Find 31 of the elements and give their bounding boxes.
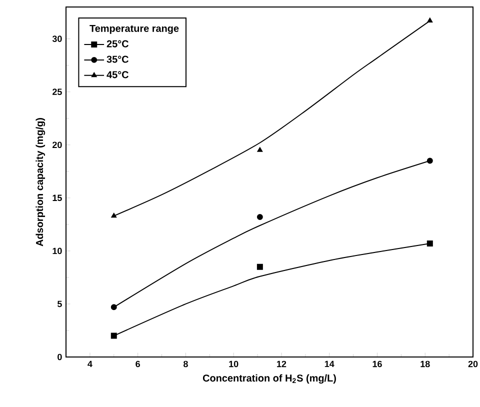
x-tick-label: 16	[372, 360, 382, 368]
y-tick-label: 10	[52, 248, 62, 254]
y-axis-title: Adsorption capacity (mg/g)	[36, 118, 46, 246]
y-tick-label: 25	[52, 88, 62, 96]
x-tick-label: 14	[324, 360, 334, 367]
x-tick-label: 8	[184, 360, 188, 368]
point	[426, 240, 433, 247]
point	[110, 332, 117, 339]
legend-label: 45°C	[106, 71, 129, 78]
point	[257, 147, 263, 152]
legend-title: Temperature range	[90, 24, 179, 34]
point	[110, 304, 117, 310]
x-axis-title: Concentration of H$_{2}$S (mg/L)	[202, 374, 336, 384]
x-tick-label: 20	[468, 360, 478, 368]
x-tick-label: 18	[420, 360, 430, 368]
y-tick-label: 20	[52, 142, 62, 148]
legend-label: 25°C	[106, 40, 129, 48]
x-tick-label: 4	[88, 360, 92, 367]
point	[427, 18, 433, 23]
point	[256, 214, 263, 220]
x-tick-label: 12	[277, 360, 286, 368]
point	[111, 212, 117, 218]
x-tick-label: 10	[229, 360, 238, 368]
point	[256, 264, 263, 270]
point	[426, 158, 433, 164]
y-tick-label: 15	[52, 194, 62, 202]
legend-label: 35°C	[106, 56, 129, 63]
x-tick-label: 6	[136, 360, 140, 368]
y-tick-label: 0	[58, 354, 62, 360]
y-tick-label: 5	[57, 300, 62, 308]
y-tick-label: 30	[52, 36, 62, 42]
